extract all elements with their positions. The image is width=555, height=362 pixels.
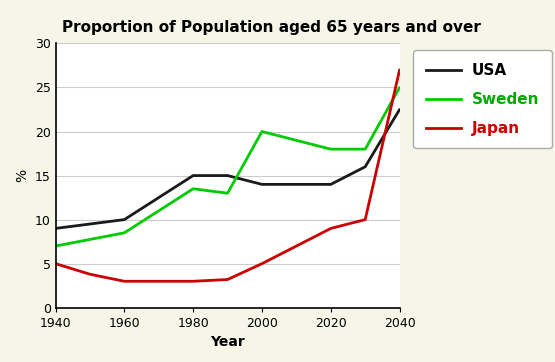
X-axis label: Year: Year (210, 335, 245, 349)
Legend: USA, Sweden, Japan: USA, Sweden, Japan (413, 50, 552, 148)
Y-axis label: %: % (15, 169, 29, 182)
Text: Proportion of Population aged 65 years and over: Proportion of Population aged 65 years a… (62, 20, 481, 35)
